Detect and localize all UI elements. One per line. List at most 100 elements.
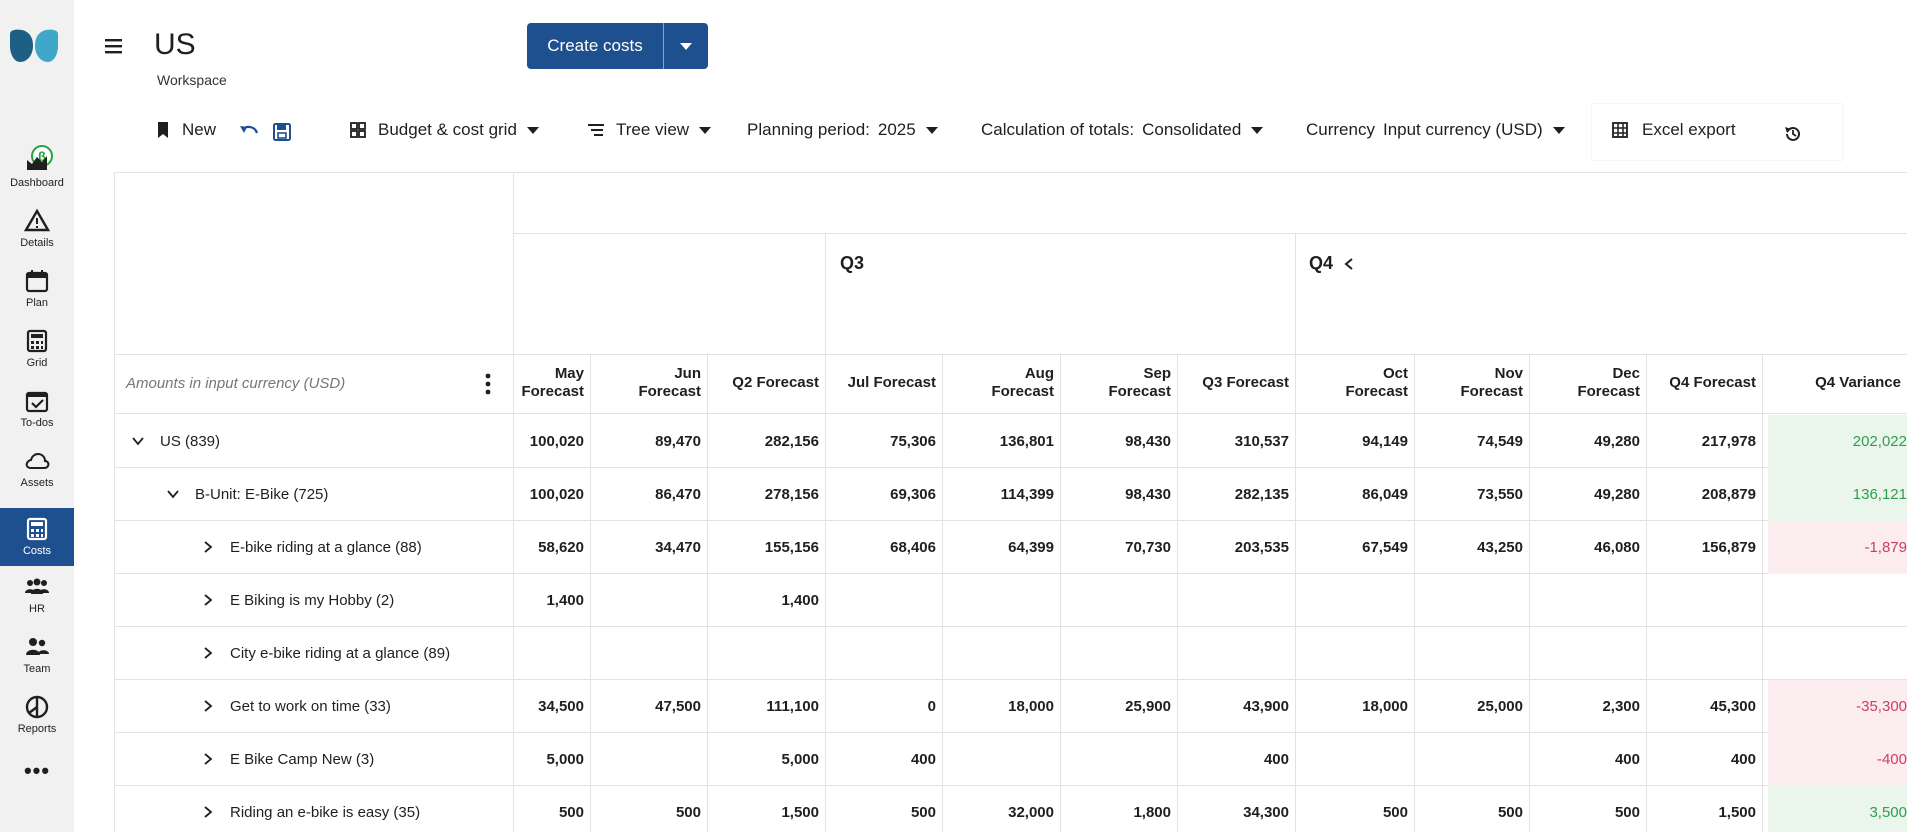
grid-cell[interactable]: 278,156: [764, 486, 819, 503]
grid-cell[interactable]: 49,280: [1594, 433, 1640, 450]
grid-cell[interactable]: [1529, 627, 1646, 680]
row-label[interactable]: Riding an e-bike is easy (35): [230, 804, 421, 821]
chevron-right-icon[interactable]: [200, 645, 216, 661]
grid-cell[interactable]: 114,399: [1000, 486, 1054, 503]
sidebar-item-todos[interactable]: To-dos: [0, 380, 74, 438]
grid-cell[interactable]: 98,430: [1125, 433, 1171, 450]
grid-cell[interactable]: 46,080: [1594, 539, 1640, 556]
grid-cell[interactable]: 73,550: [1477, 486, 1523, 503]
grid-cell[interactable]: -35,300: [1768, 680, 1907, 733]
sidebar-item-team[interactable]: Team: [0, 626, 74, 684]
chevron-right-icon[interactable]: [200, 804, 216, 820]
grid-cell[interactable]: [1295, 574, 1414, 627]
column-header[interactable]: Oct Forecast: [1295, 354, 1414, 412]
grid-cell[interactable]: 217,978: [1701, 433, 1756, 450]
sidebar-item-hr[interactable]: HR: [0, 566, 74, 624]
grid-cell[interactable]: [590, 627, 707, 680]
grid-cell[interactable]: 68,406: [890, 539, 936, 556]
chevron-right-icon[interactable]: [200, 592, 216, 608]
column-header[interactable]: Dec Forecast: [1529, 354, 1646, 412]
sidebar-item-plan[interactable]: Plan: [0, 260, 74, 318]
grid-cell[interactable]: 400: [910, 751, 936, 768]
planning-period-selector[interactable]: Planning period: 2025: [747, 116, 938, 144]
grid-cell[interactable]: 155,156: [764, 539, 819, 556]
save-icon[interactable]: [272, 118, 292, 146]
more-vertical-icon[interactable]: [485, 373, 491, 395]
grid-cell[interactable]: 86,049: [1362, 486, 1408, 503]
grid-cell[interactable]: 34,500: [538, 698, 584, 715]
row-label[interactable]: E Biking is my Hobby (2): [230, 592, 395, 609]
row-label[interactable]: E Bike Camp New (3): [230, 751, 375, 768]
grid-cell[interactable]: 1,800: [1133, 804, 1171, 821]
chevron-right-icon[interactable]: [200, 751, 216, 767]
more-menu-icon[interactable]: •••: [23, 758, 51, 783]
column-header[interactable]: Q3 Forecast: [1177, 354, 1295, 412]
grid-cell[interactable]: 310,537: [1234, 433, 1289, 450]
create-costs-button[interactable]: Create costs: [527, 23, 664, 69]
grid-cell[interactable]: 5,000: [781, 751, 819, 768]
grid-cell[interactable]: 400: [1614, 751, 1640, 768]
chevron-right-icon[interactable]: [200, 698, 216, 714]
grid-cell[interactable]: 45,300: [1710, 698, 1756, 715]
grid-cell[interactable]: 2,300: [1602, 698, 1640, 715]
column-header[interactable]: Q2 Forecast: [707, 354, 825, 412]
grid-cell[interactable]: 400: [1263, 751, 1289, 768]
grid-cell[interactable]: 32,000: [1008, 804, 1054, 821]
grid-cell[interactable]: [1414, 627, 1529, 680]
hamburger-menu-icon[interactable]: [104, 36, 124, 56]
grid-cell[interactable]: 282,156: [764, 433, 819, 450]
grid-cell[interactable]: 156,879: [1701, 539, 1756, 556]
grid-cell[interactable]: 202,022: [1768, 415, 1907, 468]
grid-cell[interactable]: 500: [1382, 804, 1408, 821]
grid-cell[interactable]: 25,000: [1477, 698, 1523, 715]
grid-cell[interactable]: [1060, 627, 1177, 680]
grid-cell[interactable]: -1,879: [1768, 521, 1907, 574]
grid-cell[interactable]: 1,500: [781, 804, 819, 821]
grid-cell[interactable]: [590, 733, 707, 786]
grid-cell[interactable]: 500: [910, 804, 936, 821]
grid-cell[interactable]: 34,470: [655, 539, 701, 556]
row-label[interactable]: US (839): [160, 433, 221, 450]
app-logo-icon[interactable]: [6, 28, 62, 64]
grid-cell[interactable]: 1,400: [781, 592, 819, 609]
chevron-down-icon[interactable]: [165, 486, 181, 502]
grid-cell[interactable]: 74,549: [1477, 433, 1523, 450]
grid-cell[interactable]: [825, 627, 942, 680]
grid-cell[interactable]: [1295, 627, 1414, 680]
grid-cell[interactable]: 94,149: [1362, 433, 1408, 450]
grid-cell[interactable]: [1646, 574, 1762, 627]
view-selector[interactable]: Budget & cost grid: [350, 116, 539, 144]
grid-cell[interactable]: 500: [1497, 804, 1523, 821]
grid-cell[interactable]: 75,306: [890, 433, 936, 450]
column-header[interactable]: Nov Forecast: [1414, 354, 1529, 412]
chevron-down-icon[interactable]: [130, 433, 146, 449]
grid-cell[interactable]: 18,000: [1008, 698, 1054, 715]
totals-calculation-selector[interactable]: Calculation of totals: Consolidated: [981, 116, 1264, 144]
grid-cell[interactable]: 89,470: [655, 433, 701, 450]
chevron-left-icon[interactable]: [1343, 257, 1355, 271]
sidebar-item-grid[interactable]: Grid: [0, 320, 74, 378]
grid-cell[interactable]: 500: [558, 804, 584, 821]
currency-selector[interactable]: Currency Input currency (USD): [1306, 116, 1565, 144]
grid-cell[interactable]: [942, 627, 1060, 680]
grid-cell[interactable]: 25,900: [1125, 698, 1171, 715]
grid-cell[interactable]: [1414, 574, 1529, 627]
grid-cell[interactable]: 208,879: [1701, 486, 1756, 503]
grid-cell[interactable]: -400: [1768, 733, 1907, 786]
tree-view-selector[interactable]: Tree view: [588, 116, 712, 144]
grid-cell[interactable]: 64,399: [1008, 539, 1054, 556]
grid-cell[interactable]: 70,730: [1125, 539, 1171, 556]
grid-cell[interactable]: [1295, 733, 1414, 786]
grid-cell[interactable]: [1060, 733, 1177, 786]
excel-export-button[interactable]: Excel export: [1612, 116, 1736, 144]
grid-cell[interactable]: 58,620: [538, 539, 584, 556]
sidebar-item-dashboard[interactable]: Dashboard: [0, 140, 74, 198]
grid-cell[interactable]: [1646, 627, 1762, 680]
grid-cell[interactable]: 3,500: [1768, 786, 1907, 832]
grid-cell[interactable]: [1529, 574, 1646, 627]
grid-cell[interactable]: 500: [675, 804, 701, 821]
grid-cell[interactable]: 100,020: [529, 486, 584, 503]
grid-cell[interactable]: 111,100: [766, 698, 819, 715]
column-header[interactable]: Jun Forecast: [590, 354, 707, 412]
new-button[interactable]: New: [156, 116, 216, 144]
